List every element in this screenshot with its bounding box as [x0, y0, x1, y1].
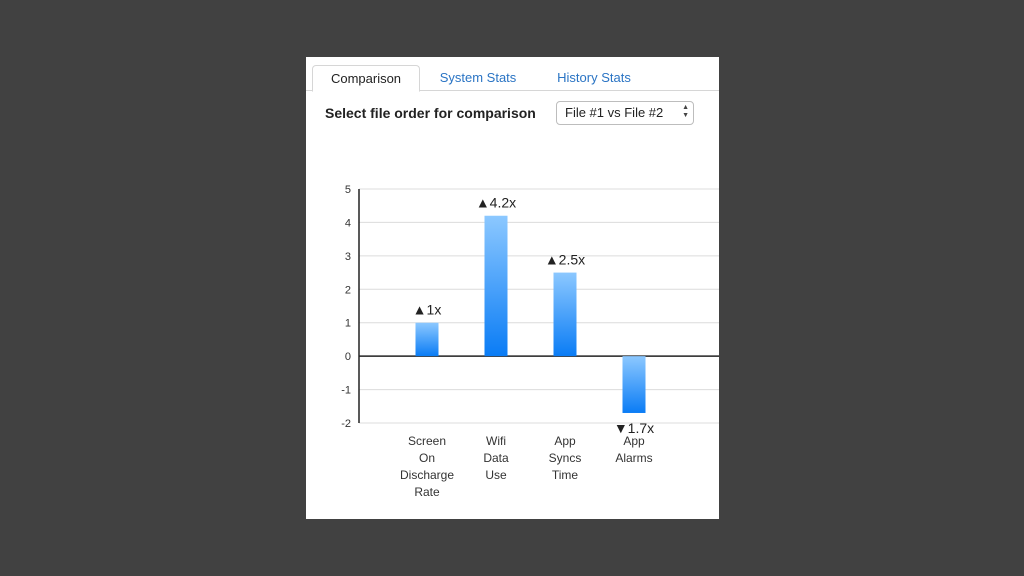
- y-tick-label: -1: [341, 385, 351, 397]
- tab-bar: Comparison System Stats History Stats: [306, 57, 719, 92]
- y-tick-label: 5: [345, 184, 351, 196]
- y-tick-label: 3: [345, 251, 351, 263]
- bar[interactable]: [553, 272, 577, 357]
- x-category-label: Screen On Discharge Rate: [400, 434, 454, 499]
- tab-system-stats[interactable]: System Stats: [439, 70, 517, 85]
- bar[interactable]: [622, 356, 646, 413]
- file-order-label: Select file order for comparison: [325, 105, 536, 121]
- tab-history-stats[interactable]: History Stats: [557, 70, 631, 85]
- file-order-select-value: File #1 vs File #2: [565, 105, 664, 120]
- y-tick-label: 1: [345, 318, 351, 330]
- comparison-bar-chart: 5 4 3 2 1 0 -1 -2 ▲1x Screen On Discharge Rate ▲4.2x W…: [341, 184, 719, 499]
- bar-data-label: ▲2.5x: [545, 252, 585, 268]
- file-order-select[interactable]: File #1 vs File #2 ▲ ▼: [556, 101, 694, 125]
- bar[interactable]: [484, 215, 508, 357]
- x-category-label: App Alarms: [615, 434, 652, 465]
- y-tick-label: 2: [345, 284, 351, 296]
- bar[interactable]: [415, 322, 439, 357]
- bar-data-label: ▲1x: [413, 302, 442, 318]
- y-tick-label: 4: [345, 217, 351, 229]
- x-category-label: Wifi Data Use: [483, 434, 509, 482]
- y-tick-label: -2: [341, 418, 351, 430]
- tab-comparison[interactable]: Comparison: [312, 65, 420, 92]
- y-tick-label: 0: [345, 351, 351, 363]
- bar-data-label: ▼1.7x: [614, 420, 654, 436]
- comparison-panel: 5 4 3 2 1 0 -1 -2 ▲1x Screen On Discharge Rate ▲4.2x W…: [306, 57, 719, 519]
- x-category-label: App Syncs Time: [549, 434, 582, 482]
- bar-data-label: ▲4.2x: [476, 195, 516, 211]
- select-updown-icon: ▲ ▼: [682, 104, 689, 119]
